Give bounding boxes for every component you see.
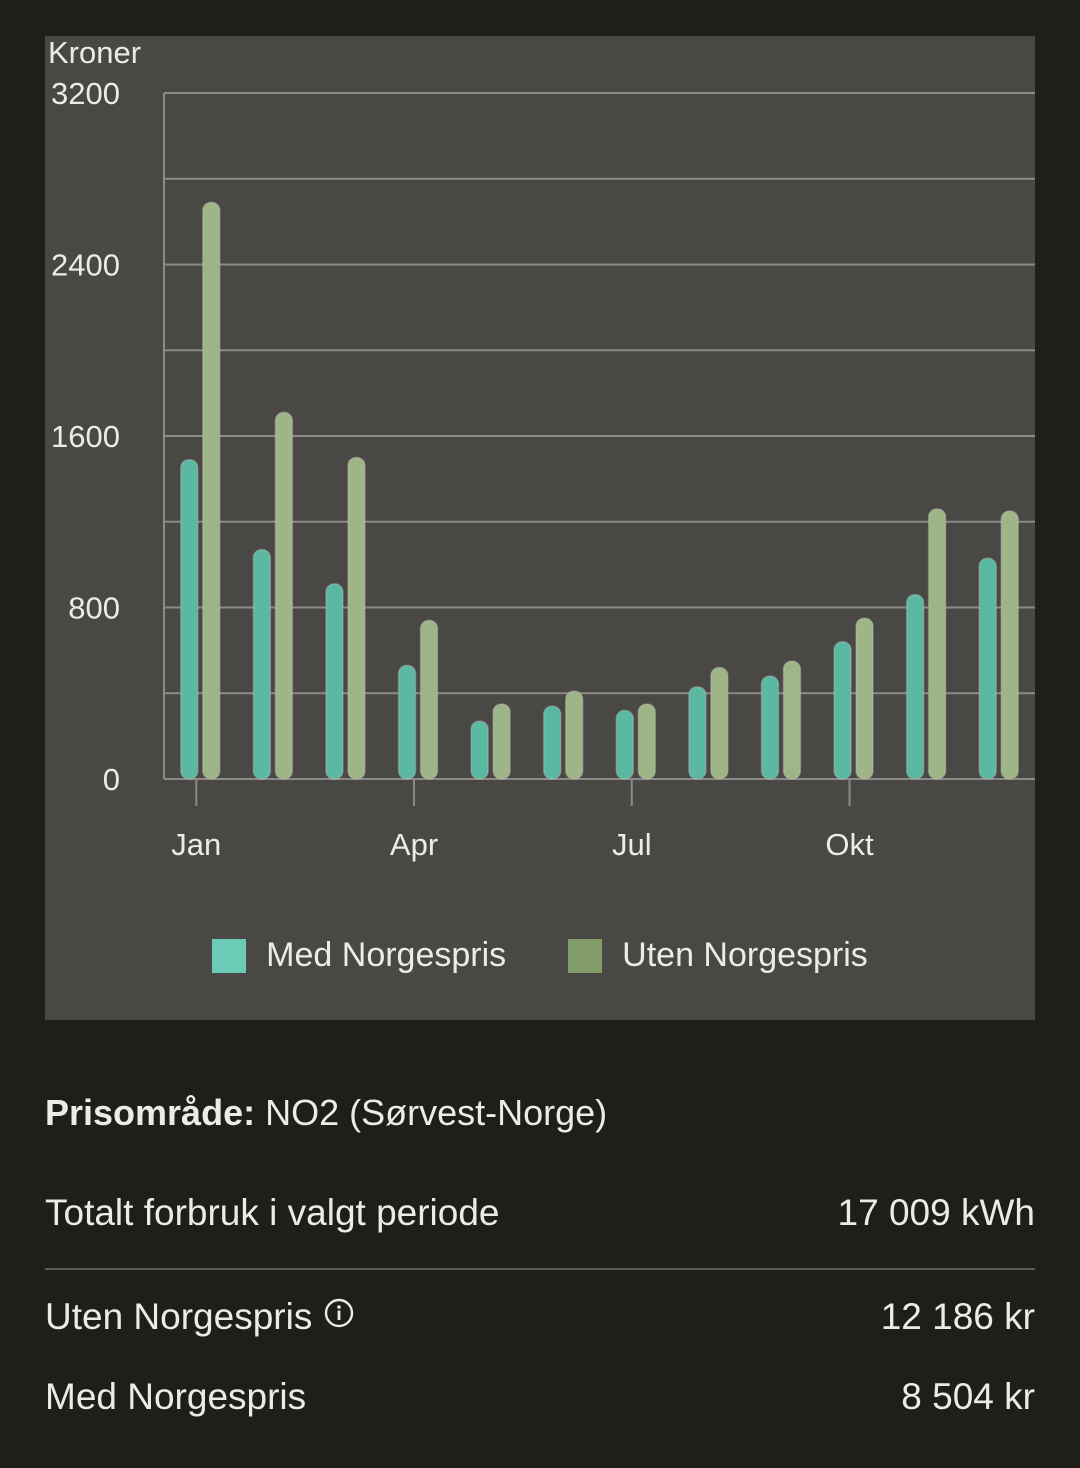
y-tick-label: 1600: [51, 419, 120, 454]
bar-uten-norgespris: [637, 703, 657, 780]
bar-med-norgespris: [833, 641, 852, 780]
bar-med-norgespris: [905, 593, 925, 780]
chart-legend: Med Norgespris Uten Norgespris: [45, 936, 1035, 975]
total-consumption-row: Totalt forbruk i valgt periode 17 009 kW…: [45, 1192, 1035, 1234]
bar-med-norgespris: [252, 548, 272, 780]
legend-label-med: Med Norgespris: [266, 936, 507, 974]
bar-uten-norgespris: [782, 660, 802, 780]
y-axis-title: Kroner: [48, 36, 141, 70]
info-circle-icon[interactable]: [324, 1298, 354, 1328]
bar-uten-norgespris: [274, 411, 294, 780]
med-norgespris-row: Med Norgespris 8 504 kr: [45, 1376, 1035, 1418]
uten-norgespris-value: 12 186 kr: [880, 1296, 1035, 1337]
bar-med-norgespris: [180, 458, 199, 780]
x-tick-label: Jan: [171, 827, 221, 862]
y-tick-label: 3200: [51, 76, 120, 111]
bar-uten-norgespris: [1000, 510, 1019, 780]
x-tick-label: Jul: [612, 827, 652, 862]
bar-med-norgespris: [325, 583, 344, 780]
bar-med-norgespris: [470, 720, 489, 780]
bar-uten-norgespris: [492, 703, 511, 780]
price-area: Prisområde: NO2 (Sørvest-Norge): [45, 1092, 1035, 1134]
y-tick-label: 2400: [51, 248, 120, 283]
price-area-value: NO2 (Sørvest-Norge): [255, 1092, 608, 1133]
bar-chart: Kroner 0 800 1600 2400 3200 Jan Apr Jul Okt: [48, 36, 1035, 862]
bar-uten-norgespris: [855, 617, 874, 780]
med-norgespris-value: 8 504 kr: [901, 1376, 1035, 1417]
x-tick-label: Apr: [390, 827, 438, 862]
x-tick-label: Okt: [825, 827, 874, 862]
legend-item-med[interactable]: Med Norgespris: [212, 936, 506, 975]
bar-uten-norgespris: [564, 690, 584, 780]
bar-uten-norgespris: [927, 508, 947, 780]
price-area-label: Prisområde:: [45, 1092, 256, 1133]
y-tick-label: 0: [103, 762, 120, 797]
uten-norgespris-row: Uten Norgespris 12 186 kr: [45, 1296, 1035, 1338]
total-consumption-value: 17 009 kWh: [837, 1192, 1035, 1233]
legend-item-uten[interactable]: Uten Norgespris: [568, 936, 868, 975]
bar-med-norgespris: [542, 705, 562, 780]
med-norgespris-label: Med Norgespris: [45, 1376, 307, 1417]
bar-uten-norgespris: [419, 619, 439, 780]
legend-swatch-med: [212, 938, 247, 973]
bar-med-norgespris: [615, 709, 635, 780]
bar-uten-norgespris: [347, 456, 366, 780]
bar-med-norgespris: [397, 664, 417, 780]
bar-med-norgespris: [978, 557, 997, 780]
chart-panel: Kroner 0 800 1600 2400 3200 Jan Apr Jul Okt Med N…: [45, 36, 1035, 1020]
divider: [45, 1268, 1035, 1270]
legend-swatch-uten: [568, 938, 603, 973]
y-tick-label: 800: [68, 591, 120, 626]
total-consumption-label: Totalt forbruk i valgt periode: [45, 1192, 500, 1233]
legend-label-uten: Uten Norgespris: [622, 936, 868, 974]
bar-med-norgespris: [760, 675, 780, 780]
bar-uten-norgespris: [710, 666, 729, 780]
bar-uten-norgespris: [202, 201, 221, 780]
uten-norgespris-label: Uten Norgespris: [45, 1296, 313, 1337]
bar-med-norgespris: [688, 686, 707, 780]
